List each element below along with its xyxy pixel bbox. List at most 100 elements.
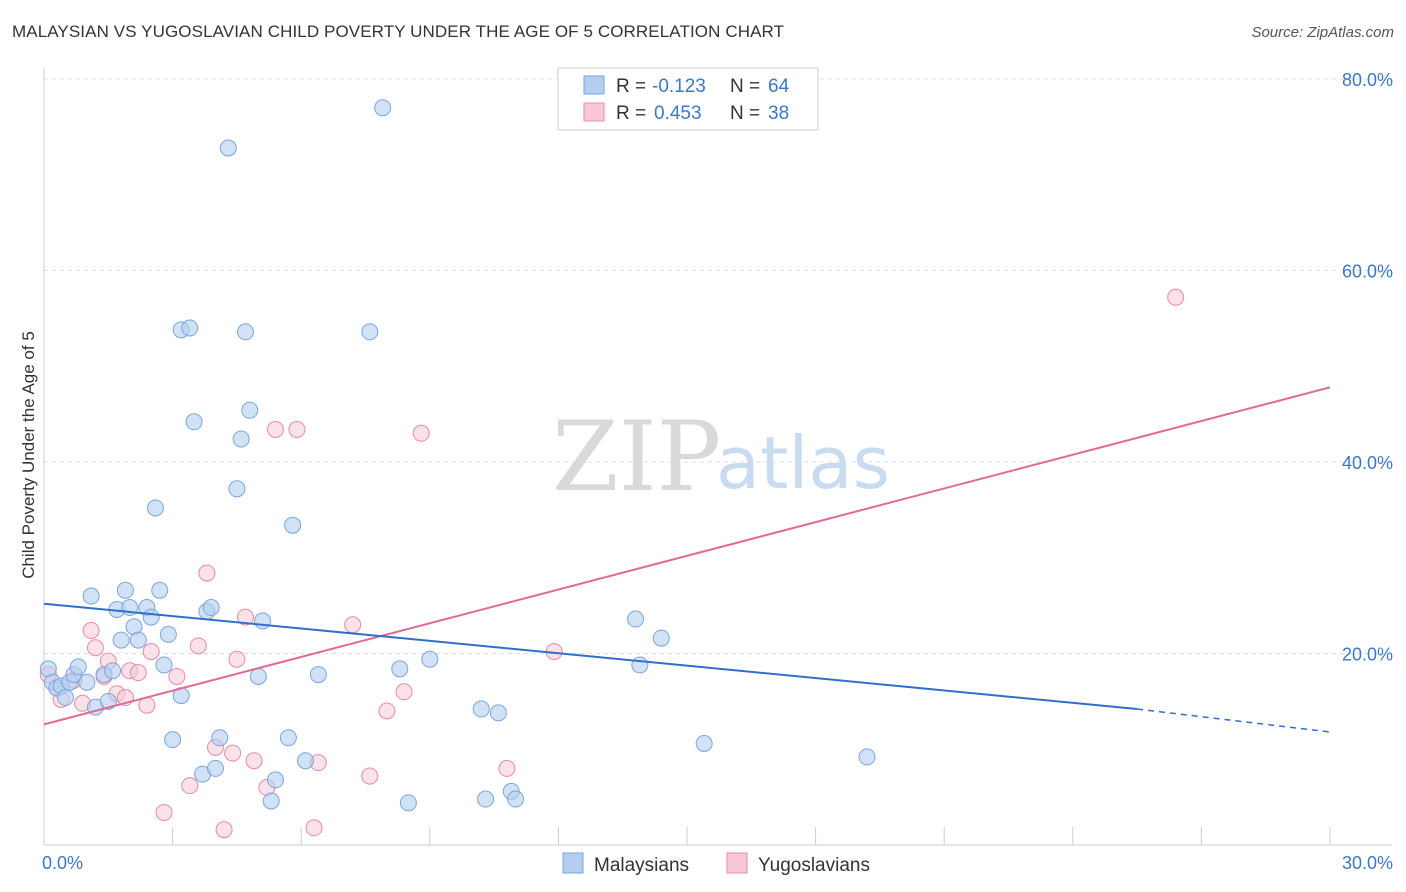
malaysian-point-63	[858, 748, 876, 766]
yugoslavian-point-23	[228, 650, 246, 668]
malaysian-point-7	[69, 658, 87, 676]
yugoslavian-point-5	[82, 622, 100, 640]
yugoslavian-point-27	[266, 420, 284, 438]
y-tick-label-3: 80.0%	[1342, 70, 1393, 90]
malaysian-point-58	[507, 790, 525, 808]
malaysian-point-50	[374, 99, 392, 117]
malaysian-point-43	[262, 792, 280, 810]
malaysian-point-24	[155, 656, 173, 674]
yugoslavian-trendline	[43, 386, 1331, 726]
malaysian-point-33	[202, 599, 220, 617]
malaysian-point-61	[652, 629, 670, 647]
legend-r-value-1: -0.123	[652, 76, 706, 97]
yugoslavian-point-34	[395, 683, 413, 701]
malaysian-trendline	[43, 602, 1138, 711]
bottom-legend-swatch-malaysians	[562, 852, 584, 874]
malaysian-point-30	[185, 413, 203, 431]
yugoslavian-point-38	[1167, 288, 1185, 306]
legend-r-label-2: R =	[616, 103, 646, 124]
malaysian-point-59	[627, 610, 645, 628]
yugoslavian-point-33	[378, 702, 396, 720]
malaysian-point-22	[146, 499, 164, 517]
axes	[43, 68, 1392, 846]
gridlines	[44, 78, 1392, 654]
malaysian-point-45	[279, 729, 297, 747]
yugoslavian-point-18	[189, 637, 207, 655]
malaysian-point-23	[151, 581, 169, 599]
malaysian-point-13	[104, 662, 122, 680]
yugoslavian-point-19	[198, 564, 216, 582]
malaysian-point-60	[631, 656, 649, 674]
legend-swatch-malaysians	[583, 75, 605, 95]
malaysian-point-56	[489, 704, 507, 722]
bottom-legend-malaysians: Malaysians	[594, 855, 689, 876]
malaysian-point-51	[391, 660, 409, 678]
series-legend: Malaysians Yugoslavians	[562, 852, 870, 876]
malaysian-point-35	[211, 729, 229, 747]
yugoslavian-point-25	[245, 752, 263, 770]
yugoslavian-point-15	[155, 803, 173, 821]
y-tick-label-2: 60.0%	[1342, 262, 1393, 282]
malaysian-point-44	[266, 771, 284, 789]
x-tick-label-1: 30.0%	[1342, 853, 1393, 873]
yugoslavian-point-16	[168, 667, 186, 685]
yugoslavian-point-31	[344, 616, 362, 634]
yugoslavian-point-35	[412, 424, 430, 442]
bottom-legend-swatch-yugoslavians	[726, 852, 748, 874]
yugoslavian-point-22	[224, 744, 242, 762]
malaysian-point-19	[129, 631, 147, 649]
yugoslavian-point-28	[288, 420, 306, 438]
malaysian-point-49	[361, 323, 379, 341]
malaysian-point-38	[232, 430, 250, 448]
malaysian-point-25	[159, 625, 177, 643]
watermark-atlas: atlas	[716, 421, 890, 505]
malaysian-point-55	[477, 790, 495, 808]
yugoslavian-point-29	[305, 819, 323, 837]
x-tick-label-0: 0.0%	[42, 853, 83, 873]
malaysian-trendline-extension	[1137, 708, 1331, 733]
legend-n-value-1: 64	[768, 76, 790, 97]
yugoslavian-point-24	[236, 608, 254, 626]
yugoslavian-points	[39, 288, 1185, 839]
malaysian-point-40	[241, 401, 259, 419]
legend-r-label-1: R =	[616, 76, 646, 97]
malaysian-point-9	[82, 587, 100, 605]
x-tick-labels: 0.0% 30.0%	[42, 853, 1393, 873]
malaysian-point-39	[236, 323, 254, 341]
malaysian-point-8	[78, 673, 96, 691]
yugoslavian-point-21	[215, 821, 233, 839]
malaysian-point-48	[309, 666, 327, 684]
malaysian-point-37	[228, 480, 246, 498]
yugoslavian-point-12	[129, 664, 147, 682]
chart-title: MALAYSIAN VS YUGOSLAVIAN CHILD POVERTY U…	[12, 22, 785, 41]
legend-n-label-2: N =	[730, 103, 760, 124]
yugoslavian-point-36	[498, 759, 516, 777]
y-tick-label-0: 20.0%	[1342, 645, 1393, 665]
legend-r-value-2: 0.453	[654, 103, 702, 124]
malaysian-point-21	[142, 608, 160, 626]
correlation-legend: R = -0.123 N = 64 R = 0.453 N = 38	[557, 67, 819, 131]
trendlines	[43, 386, 1331, 733]
malaysian-point-52	[399, 794, 417, 812]
malaysian-point-54	[472, 700, 490, 718]
malaysian-point-53	[421, 650, 439, 668]
y-tick-labels: 20.0% 40.0% 60.0% 80.0%	[1342, 70, 1393, 665]
malaysian-point-15	[112, 631, 130, 649]
legend-swatch-yugoslavians	[583, 102, 605, 122]
bottom-legend-yugoslavians: Yugoslavians	[758, 855, 870, 876]
malaysian-point-29	[181, 319, 199, 337]
legend-n-value-2: 38	[768, 103, 789, 124]
malaysian-point-46	[284, 516, 302, 534]
watermark-zip: ZIP	[552, 401, 721, 513]
y-tick-label-1: 40.0%	[1342, 453, 1393, 473]
yugoslavian-point-14	[142, 643, 160, 661]
malaysian-point-16	[116, 581, 134, 599]
yugoslavian-point-6	[86, 639, 104, 657]
malaysian-point-47	[296, 752, 314, 770]
y-axis-label: Child Poverty Under the Age of 5	[19, 331, 38, 579]
malaysian-point-12	[99, 692, 117, 710]
legend-n-label-1: N =	[730, 76, 760, 97]
watermark: ZIP atlas	[552, 401, 890, 513]
malaysian-point-41	[249, 667, 267, 685]
